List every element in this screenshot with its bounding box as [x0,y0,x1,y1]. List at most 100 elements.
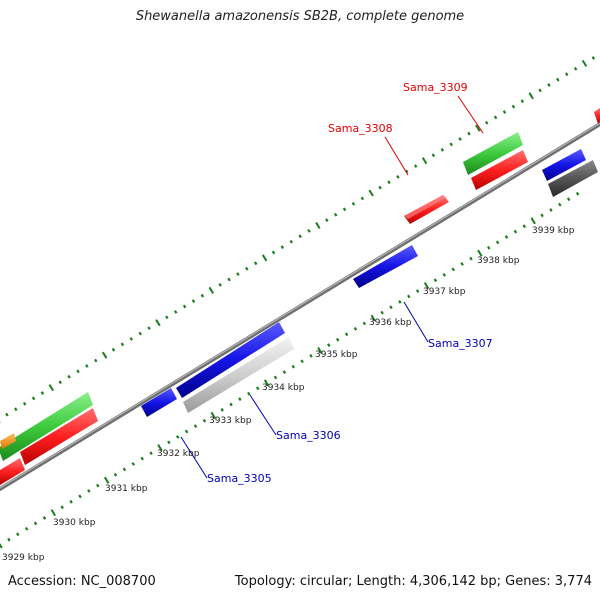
gene-green-left[interactable] [0,392,93,461]
minor-tick [335,337,340,342]
gene-sama-3309[interactable] [471,150,528,190]
tick-labels: 3929 kbp 3930 kbp 3931 kbp 3932 kbp 3933… [2,226,575,563]
minor-tick [129,337,134,341]
minor-tick [85,364,89,368]
minor-tick [24,526,29,531]
minor-tick [451,267,455,272]
minor-tick [291,364,295,369]
minor-tick [113,472,118,477]
minor-tick [122,467,127,472]
minor-tick [389,305,393,310]
gene-sama-3305[interactable] [141,388,177,417]
minor-tick [5,412,9,417]
major-tick [421,157,428,165]
gene-red-right-edge[interactable] [594,108,600,124]
major-tick [315,221,321,230]
minor-tick [31,396,36,401]
minor-tick [460,262,464,266]
gene-red-left[interactable] [20,408,98,465]
minor-tick [16,532,20,537]
minor-tick [547,83,551,87]
minor-tick [487,245,491,250]
page-title: Shewanella amazonensis SB2B, complete ge… [135,9,465,24]
minor-tick [387,180,391,185]
minor-tick [493,115,498,120]
gene-blue-right[interactable] [542,149,586,181]
minor-tick [280,245,285,249]
major-tick [101,351,108,359]
gene-orange-left[interactable] [0,433,16,449]
minor-tick [300,359,304,364]
minor-tick [380,310,384,315]
major-tick [475,124,481,132]
minor-tick [575,191,580,196]
major-tick [261,254,268,262]
minor-tick [175,435,180,439]
minor-tick [255,386,260,391]
minor-tick [353,327,358,331]
gene-sama-3307[interactable] [353,245,418,288]
backbone-line [0,121,600,492]
gene-red-left-small[interactable] [0,458,25,485]
minor-tick [573,66,578,71]
minor-tick [504,235,509,239]
gene-sama-3306[interactable] [176,322,285,398]
minor-tick [502,110,507,114]
minor-tick [591,56,596,60]
tick-label: 3937 kbp [423,287,466,297]
minor-tick [298,234,302,239]
minor-tick [307,229,311,233]
gene-label-sama-3307: Sama_3307 [428,337,493,350]
minor-tick [94,358,98,363]
minor-tick [522,224,527,229]
minor-tick [218,283,222,287]
minor-tick [485,120,489,125]
tick-label: 3939 kbp [532,226,575,236]
minor-tick [229,402,233,407]
minor-tick [22,401,27,406]
minor-tick [193,424,198,428]
minor-tick [289,239,293,244]
minor-tick [538,88,542,93]
minor-tick [140,456,144,461]
major-tick [210,411,216,419]
major-tick [0,543,3,549]
accession-text: Accession: NC_008700 [8,574,156,589]
gene-label-sama-3308: Sama_3308 [328,122,393,135]
minor-tick [556,77,560,82]
minor-tick [273,375,278,380]
minor-tick [564,72,569,77]
major-tick [103,476,110,484]
minor-tick [282,370,287,374]
minor-tick [76,369,80,374]
lower-tick-row [0,191,580,549]
minor-tick [182,304,187,309]
minor-tick [362,321,367,326]
minor-tick [325,218,329,222]
gene-sama-3308[interactable] [404,195,449,224]
minor-tick [87,489,91,493]
tick-label: 3930 kbp [53,518,96,528]
minor-tick [398,300,402,304]
minor-tick [396,175,400,179]
minor-tick [131,462,136,466]
minor-tick [433,278,438,283]
minor-tick [549,208,553,212]
gene-sama-3306-gray[interactable] [183,337,294,413]
minor-tick [513,229,518,234]
minor-tick [469,256,473,261]
minor-tick [14,407,18,412]
minor-tick [138,331,142,336]
minor-tick [78,494,82,499]
minor-tick [442,273,447,277]
tick-label: 3934 kbp [262,383,305,393]
tick-label: 3929 kbp [2,553,45,563]
major-tick [528,92,534,100]
major-tick [477,249,483,257]
major-tick [155,319,161,327]
minor-tick [191,299,196,303]
gene-sama-3309-green[interactable] [463,132,523,175]
major-tick [368,189,374,197]
gene-darkgray-right[interactable] [548,160,598,197]
